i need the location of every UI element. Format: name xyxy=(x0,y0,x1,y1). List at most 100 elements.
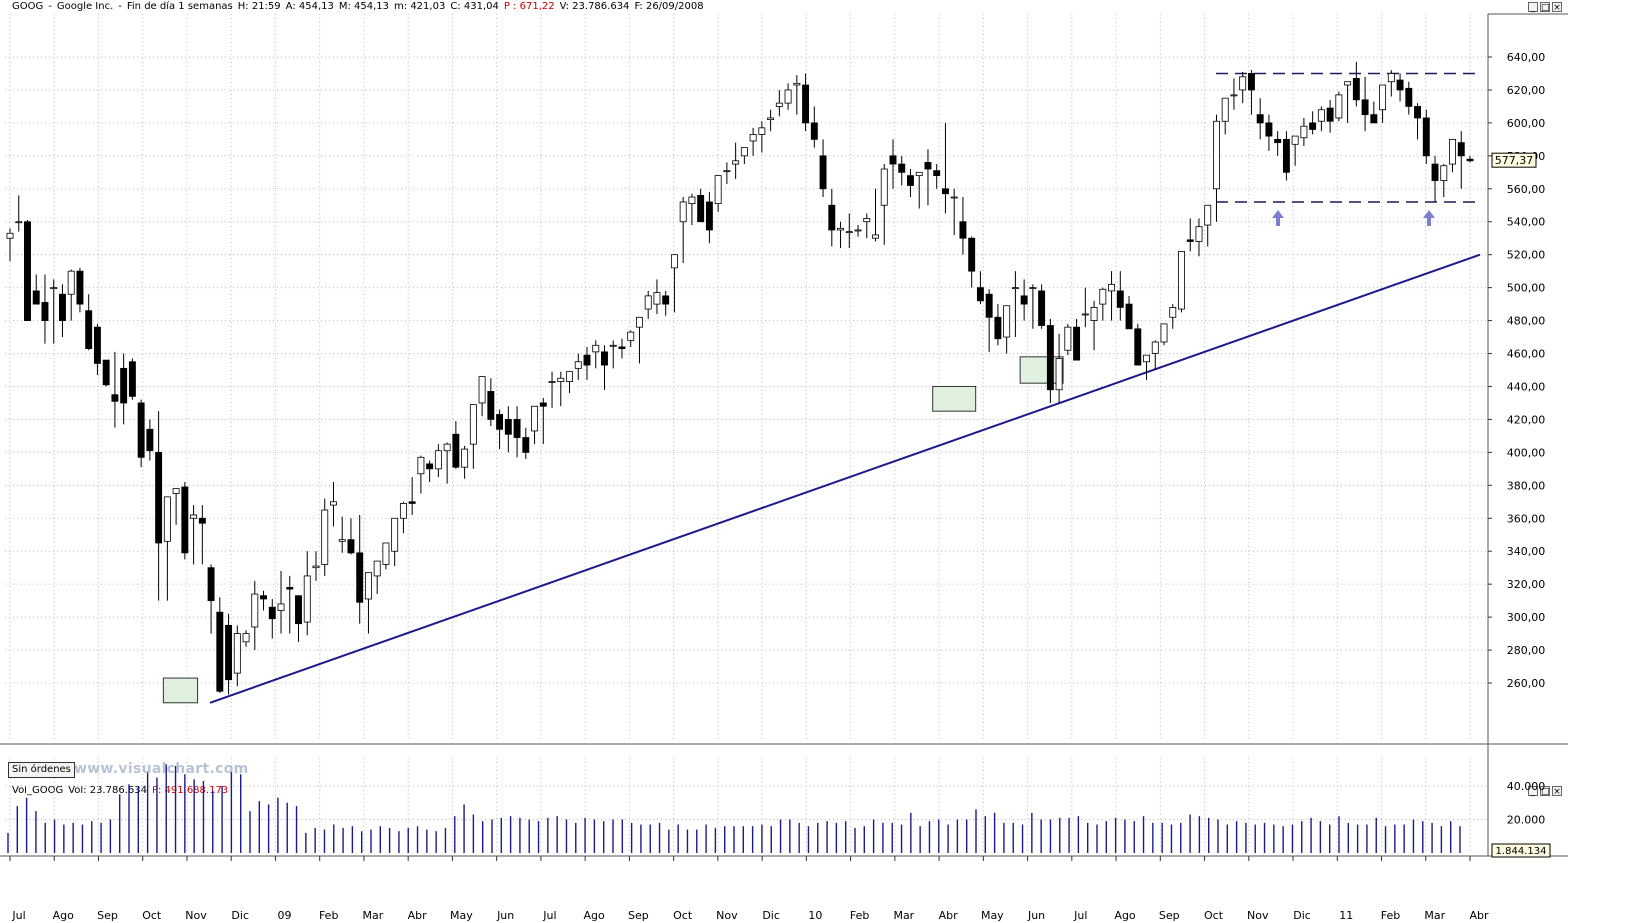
candle-body xyxy=(653,292,661,305)
x-tick-label: Jun xyxy=(1027,909,1045,922)
candle-body xyxy=(120,367,128,404)
x-tick-label: Mar xyxy=(363,909,384,922)
candle-body xyxy=(295,595,302,625)
candle-body xyxy=(1046,325,1054,391)
candle-body xyxy=(1449,138,1456,165)
candle-body xyxy=(705,201,713,231)
candle-body xyxy=(216,611,224,692)
x-tick-label: Dic xyxy=(762,909,780,922)
candle-body xyxy=(1090,306,1098,321)
candle-body xyxy=(1344,81,1352,86)
x-tick-label: Oct xyxy=(1204,909,1224,922)
candle-body xyxy=(330,501,337,506)
x-tick-label: Mar xyxy=(893,909,914,922)
x-tick-label: Jul xyxy=(542,909,556,922)
candle-body xyxy=(854,229,862,232)
candle-body xyxy=(1064,326,1072,351)
candle-body xyxy=(1352,78,1360,101)
candle-body xyxy=(618,346,626,349)
candle-body xyxy=(251,593,259,628)
candle-body xyxy=(137,402,145,458)
candle-body xyxy=(373,560,381,577)
x-tick-label: May xyxy=(450,909,473,922)
candle-body xyxy=(1466,158,1474,162)
candle-body xyxy=(627,331,635,341)
volume-bars xyxy=(7,764,1461,853)
candle-body xyxy=(1265,122,1273,137)
candle-body xyxy=(443,443,451,452)
candle-body xyxy=(128,361,136,397)
close-value: C: 431,04 xyxy=(450,1,499,12)
candle-body xyxy=(959,221,967,239)
candle-body xyxy=(286,587,294,590)
x-tick-label: Abr xyxy=(939,909,959,922)
x-tick-label: Feb xyxy=(850,909,869,922)
candle-body xyxy=(601,351,608,366)
volume-indicator-label: Vol_GOOG xyxy=(12,785,64,796)
x-tick-label: Jul xyxy=(1073,909,1087,922)
candle-body xyxy=(303,575,311,623)
high-value: M: 454,13 xyxy=(338,1,390,12)
candle-body xyxy=(1134,328,1142,366)
candle-body xyxy=(1431,163,1439,181)
y-tick-label: 480,00 xyxy=(1507,315,1546,328)
candle-body xyxy=(1221,97,1229,122)
y-tick-label: 320,00 xyxy=(1507,578,1546,591)
candle-body xyxy=(784,89,792,104)
candle-body xyxy=(1204,204,1212,226)
candle-body xyxy=(662,295,670,305)
candle-body xyxy=(461,448,469,468)
candle-body xyxy=(775,102,783,107)
highlight-box xyxy=(932,385,977,412)
x-tick-label: Feb xyxy=(319,909,338,922)
candle-body xyxy=(1116,290,1124,308)
candle-body xyxy=(1178,250,1185,310)
candle-body xyxy=(172,488,180,494)
volume-tick-label: 20.000 xyxy=(1507,814,1546,827)
y-tick-label: 500,00 xyxy=(1507,282,1546,295)
candle-body xyxy=(399,503,407,519)
y-tick-label: 260,00 xyxy=(1507,677,1546,690)
minimize-icon[interactable]: _ xyxy=(1528,2,1538,13)
price-panel-header: GOOG - Google Inc. - Fin de día 1 semanas H: … xyxy=(12,1,704,12)
candle-body xyxy=(539,402,547,407)
date-value: F: 26/09/2008 xyxy=(634,1,704,12)
candle-body xyxy=(76,270,84,305)
last-volume-box xyxy=(1491,843,1551,858)
candle-body xyxy=(312,565,320,569)
candle-body xyxy=(732,160,740,165)
x-tick-label: 10 xyxy=(808,909,822,922)
volume-indicator-p: P: 491.688.173 xyxy=(151,785,229,796)
candle-body xyxy=(566,371,573,382)
candle-body xyxy=(496,414,504,430)
maximize-icon[interactable]: □ xyxy=(1540,2,1550,13)
candle-body xyxy=(1274,138,1282,144)
x-tick-label: Jun xyxy=(496,909,514,922)
orders-button[interactable]: Sin órdenes xyxy=(8,762,75,778)
candle-body xyxy=(1169,306,1177,318)
candle-body xyxy=(1282,138,1290,173)
close-icon[interactable]: × xyxy=(1552,2,1562,13)
candle-body xyxy=(102,359,110,386)
x-tick-label: May xyxy=(981,909,1004,922)
volume-minimize-icon[interactable]: _ xyxy=(1528,786,1538,797)
candle-body xyxy=(146,428,154,452)
volume-maximize-icon[interactable]: □ xyxy=(1540,786,1550,797)
x-tick-label: Ago xyxy=(1114,909,1136,922)
candle-body xyxy=(391,517,399,552)
candle-body xyxy=(504,419,512,435)
candle-body xyxy=(356,552,364,603)
candle-body xyxy=(1440,165,1448,181)
candle-body xyxy=(347,539,355,554)
time-label: H: 21:59 xyxy=(237,1,281,12)
volume-close-icon[interactable]: × xyxy=(1552,786,1562,797)
arrows xyxy=(1272,209,1435,226)
up-arrow-icon xyxy=(1423,209,1435,226)
candle-body xyxy=(889,155,897,165)
x-tick-label: Oct xyxy=(673,909,693,922)
y-tick-label: 560,00 xyxy=(1507,183,1546,196)
candle-body xyxy=(1396,79,1404,91)
candle-body xyxy=(609,344,617,347)
candle-body xyxy=(1335,94,1343,119)
